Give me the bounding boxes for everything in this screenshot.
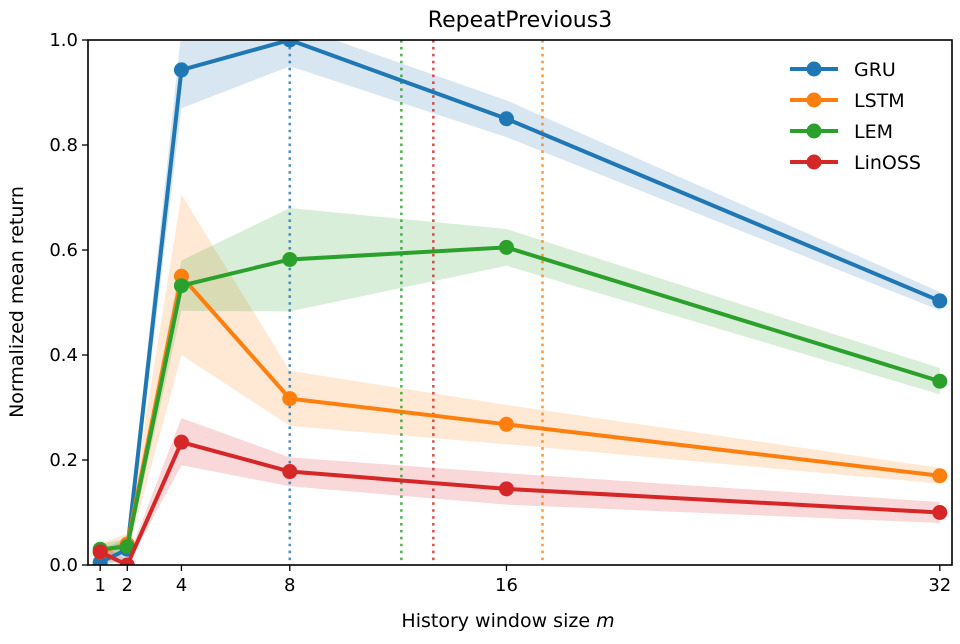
lem-point xyxy=(282,251,298,267)
x-axis-label: History window size m xyxy=(401,610,614,632)
lem-legend-marker xyxy=(806,123,822,139)
linoss-point xyxy=(92,544,108,560)
x-tick-label: 16 xyxy=(495,575,518,596)
lstm-legend-label: LSTM xyxy=(854,90,905,112)
gru-point xyxy=(498,111,514,127)
lstm-band xyxy=(100,194,940,560)
x-tick-label: 4 xyxy=(176,575,187,596)
y-tick-label: 0.4 xyxy=(49,345,78,366)
lstm-legend-marker xyxy=(806,92,822,108)
lem-point xyxy=(119,539,135,555)
legend: GRU LSTM LEM LinOSS xyxy=(790,59,921,174)
lstm-point xyxy=(282,391,298,407)
linoss-point xyxy=(173,434,189,450)
gru-legend-label: GRU xyxy=(854,59,896,81)
y-tick-label: 1.0 xyxy=(49,30,78,51)
linoss-point xyxy=(119,557,135,565)
linoss-legend-marker xyxy=(806,154,822,170)
gru-point xyxy=(932,293,948,309)
lem-band xyxy=(100,208,940,555)
lem-point xyxy=(932,373,948,389)
gru-point xyxy=(173,62,189,78)
lem-legend-label: LEM xyxy=(854,121,893,143)
linoss-legend-label: LinOSS xyxy=(854,152,921,174)
linoss-point xyxy=(282,464,298,480)
chart-title: RepeatPrevious3 xyxy=(428,8,612,33)
gru-point xyxy=(282,40,298,48)
x-tick-label: 32 xyxy=(928,575,951,596)
x-tick-label: 2 xyxy=(122,575,133,596)
x-tick-label: 1 xyxy=(94,575,105,596)
gru-band xyxy=(100,40,940,565)
linoss-point xyxy=(498,481,514,497)
x-tick-label: 8 xyxy=(284,575,295,596)
y-axis-label: Normalized mean return xyxy=(6,186,28,418)
y-tick-label: 0.2 xyxy=(49,450,78,471)
lem-point xyxy=(498,239,514,255)
y-tick-label: 0.0 xyxy=(49,555,78,576)
y-tick-label: 0.6 xyxy=(49,240,78,261)
y-tick-label: 0.8 xyxy=(49,135,78,156)
lstm-point xyxy=(498,416,514,432)
gru-legend-marker xyxy=(806,61,822,77)
linoss-point xyxy=(932,505,948,520)
plot-frame xyxy=(87,39,953,566)
lstm-point xyxy=(932,468,948,484)
lem-point xyxy=(173,278,189,294)
